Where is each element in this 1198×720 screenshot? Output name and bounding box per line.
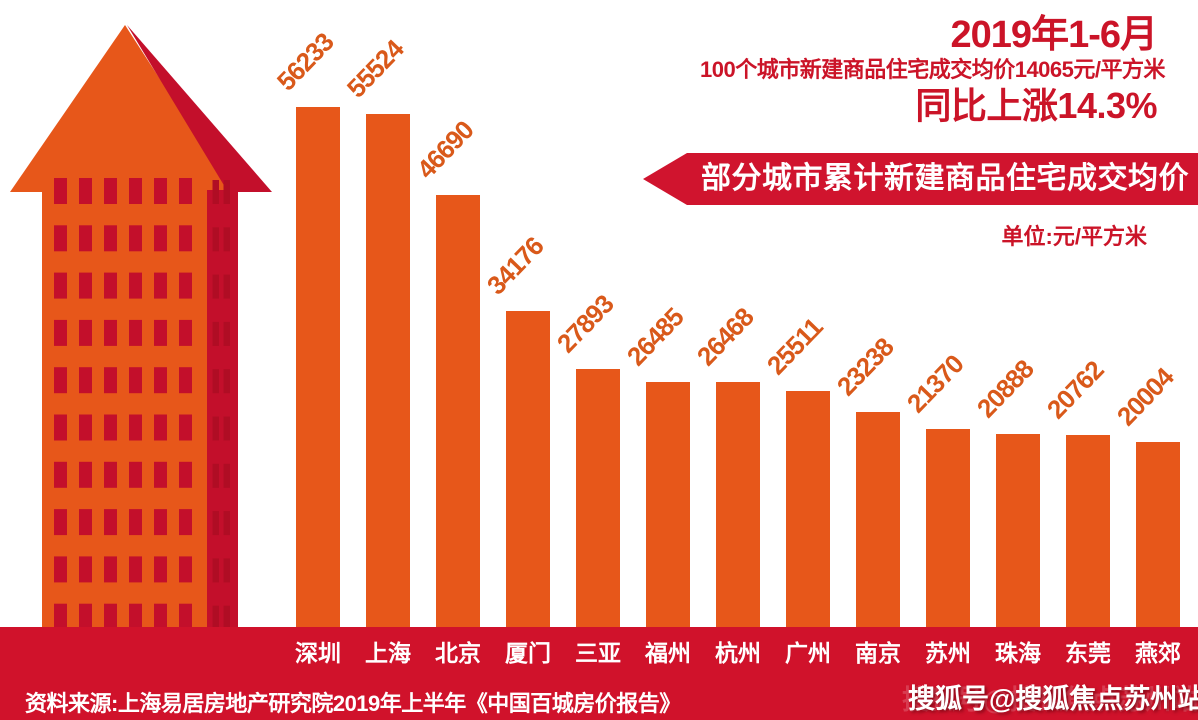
bar-value-label: 23238: [830, 332, 900, 402]
data-source-text: 资料来源:上海易居房地产研究院2019年上半年《中国百城房价报告》: [25, 691, 681, 716]
average-price-subtitle: 100个城市新建商品住宅成交均价14065元/平方米: [700, 57, 1166, 82]
bar-南京: [856, 412, 900, 627]
city-label-东莞: 东莞: [1065, 640, 1111, 666]
bar-东莞: [1066, 435, 1110, 627]
building-roof-side: [127, 25, 272, 192]
city-label-厦门: 厦门: [505, 640, 551, 666]
bar-福州: [646, 382, 690, 627]
bar-value-label: 46690: [410, 115, 480, 185]
bar-三亚: [576, 369, 620, 627]
city-label-上海: 上海: [365, 640, 411, 666]
building-roof-front: [10, 25, 233, 192]
city-label-杭州: 杭州: [715, 640, 761, 666]
bar-value-label: 20888: [970, 354, 1040, 424]
bar-value-label: 20762: [1040, 355, 1110, 425]
building-body-side: [207, 190, 238, 627]
city-label-福州: 福州: [645, 640, 691, 666]
bar-value-label: 25511: [760, 312, 829, 381]
city-label-燕郊: 燕郊: [1135, 640, 1181, 666]
bar-value-label: 20004: [1110, 362, 1180, 432]
bar-上海: [366, 114, 410, 627]
bar-广州: [786, 391, 830, 627]
bar-苏州: [926, 429, 970, 627]
bar-value-label: 55524: [340, 34, 410, 104]
bar-value-label: 27893: [550, 289, 620, 359]
section-title: 部分城市累计新建商品住宅成交均价: [701, 162, 1189, 195]
section-title-ribbon: 部分城市累计新建商品住宅成交均价: [643, 153, 1198, 205]
building-body-front: [42, 190, 207, 627]
bar-杭州: [716, 382, 760, 627]
bar-深圳: [296, 107, 340, 627]
city-label-三亚: 三亚: [575, 640, 621, 666]
bar-value-label: 21370: [900, 349, 970, 419]
sohu-watermark: 搜狐号@搜狐焦点苏州站: [908, 684, 1198, 714]
bar-北京: [436, 195, 480, 627]
bar-value-label: 34176: [480, 231, 550, 301]
report-period-title: 2019年1-6月: [950, 14, 1158, 56]
bottom-band: [0, 627, 1198, 720]
city-label-北京: 北京: [435, 640, 481, 666]
bar-value-label: 26468: [690, 302, 760, 372]
city-label-珠海: 珠海: [995, 640, 1041, 666]
bar-value-label: 26485: [620, 302, 690, 372]
bar-value-label: 56233: [270, 27, 340, 97]
bar-珠海: [996, 434, 1040, 627]
city-label-南京: 南京: [855, 640, 901, 666]
bar-燕郊: [1136, 442, 1180, 627]
city-label-广州: 广州: [785, 640, 831, 666]
city-label-深圳: 深圳: [295, 640, 341, 666]
yoy-growth-text: 同比上涨14.3%: [915, 85, 1157, 126]
building-windows: [54, 178, 230, 627]
bar-厦门: [506, 311, 550, 627]
unit-label: 单位:元/平方米: [1001, 224, 1147, 249]
arrow-building-illustration: [10, 25, 272, 627]
city-label-苏州: 苏州: [925, 640, 971, 666]
